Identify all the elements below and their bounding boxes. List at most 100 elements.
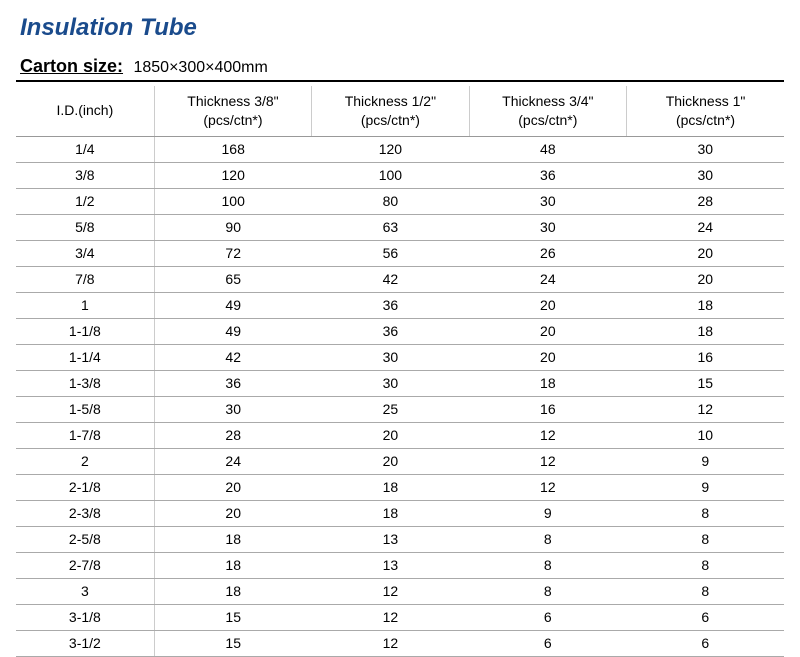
cell-value: 63 (312, 214, 469, 240)
table-row: 2-1/82018129 (16, 474, 784, 500)
cell-value: 10 (627, 422, 784, 448)
cell-value: 36 (312, 318, 469, 344)
cell-id: 2-3/8 (16, 500, 154, 526)
table-row: 2-7/8181388 (16, 552, 784, 578)
table-row: 22420129 (16, 448, 784, 474)
header-text: I.D.(inch) (56, 102, 113, 118)
cell-id: 2-7/8 (16, 552, 154, 578)
cell-value: 20 (627, 240, 784, 266)
cell-value: 6 (469, 604, 626, 630)
cell-value: 8 (627, 500, 784, 526)
table-header-row: I.D.(inch) Thickness 3/8" (pcs/ctn*) Thi… (16, 86, 784, 136)
table-row: 3-1/2151266 (16, 630, 784, 656)
cell-value: 6 (627, 630, 784, 656)
cell-value: 15 (154, 604, 311, 630)
cell-value: 36 (312, 292, 469, 318)
cell-value: 20 (469, 318, 626, 344)
header-text: Thickness 1/2" (345, 93, 436, 109)
cell-value: 42 (312, 266, 469, 292)
header-text: Thickness 1" (666, 93, 746, 109)
cell-value: 20 (154, 500, 311, 526)
table-row: 3181288 (16, 578, 784, 604)
cell-value: 48 (469, 136, 626, 162)
cell-value: 24 (154, 448, 311, 474)
cell-value: 80 (312, 188, 469, 214)
cell-value: 8 (469, 578, 626, 604)
table-header-thickness-1: Thickness 1" (pcs/ctn*) (627, 86, 784, 136)
cell-id: 1-7/8 (16, 422, 154, 448)
cell-value: 30 (469, 214, 626, 240)
cell-value: 36 (154, 370, 311, 396)
cell-value: 20 (627, 266, 784, 292)
cell-id: 1-1/4 (16, 344, 154, 370)
cell-id: 1/2 (16, 188, 154, 214)
cell-value: 20 (154, 474, 311, 500)
cell-value: 120 (154, 162, 311, 188)
header-subtext: (pcs/ctn*) (518, 112, 577, 128)
cell-value: 30 (469, 188, 626, 214)
cell-value: 15 (627, 370, 784, 396)
cell-id: 1 (16, 292, 154, 318)
cell-id: 1/4 (16, 136, 154, 162)
table-header-thickness-3-4: Thickness 3/4" (pcs/ctn*) (469, 86, 626, 136)
cell-value: 18 (312, 474, 469, 500)
cell-id: 2 (16, 448, 154, 474)
cell-value: 90 (154, 214, 311, 240)
cell-id: 2-1/8 (16, 474, 154, 500)
cell-value: 12 (312, 578, 469, 604)
cell-value: 12 (469, 448, 626, 474)
cell-value: 9 (469, 500, 626, 526)
cell-value: 12 (627, 396, 784, 422)
cell-value: 18 (312, 500, 469, 526)
cell-id: 1-1/8 (16, 318, 154, 344)
cell-value: 20 (469, 292, 626, 318)
table-header-thickness-3-8: Thickness 3/8" (pcs/ctn*) (154, 86, 311, 136)
cell-value: 100 (154, 188, 311, 214)
cell-value: 12 (312, 604, 469, 630)
cell-value: 56 (312, 240, 469, 266)
cell-value: 28 (154, 422, 311, 448)
cell-value: 8 (627, 578, 784, 604)
cell-id: 7/8 (16, 266, 154, 292)
cell-value: 20 (312, 448, 469, 474)
cell-value: 18 (154, 578, 311, 604)
cell-value: 9 (627, 474, 784, 500)
cell-value: 8 (469, 526, 626, 552)
cell-value: 12 (469, 474, 626, 500)
header-subtext: (pcs/ctn*) (676, 112, 735, 128)
cell-value: 6 (627, 604, 784, 630)
table-header-thickness-1-2: Thickness 1/2" (pcs/ctn*) (312, 86, 469, 136)
header-subtext: (pcs/ctn*) (203, 112, 262, 128)
table-row: 2-5/8181388 (16, 526, 784, 552)
header-text: Thickness 3/4" (502, 93, 593, 109)
table-row: 1/2100803028 (16, 188, 784, 214)
cell-value: 30 (312, 344, 469, 370)
cell-value: 15 (154, 630, 311, 656)
table-row: 1-1/849362018 (16, 318, 784, 344)
table-row: 1-5/830251612 (16, 396, 784, 422)
cell-id: 3/8 (16, 162, 154, 188)
cell-value: 28 (627, 188, 784, 214)
cell-value: 30 (154, 396, 311, 422)
cell-value: 16 (627, 344, 784, 370)
cell-value: 9 (627, 448, 784, 474)
cell-value: 20 (312, 422, 469, 448)
cell-value: 30 (627, 136, 784, 162)
cell-value: 6 (469, 630, 626, 656)
cell-value: 26 (469, 240, 626, 266)
cell-value: 168 (154, 136, 311, 162)
carton-size-row: Carton size: 1850×300×400mm (16, 56, 784, 82)
table-row: 2-3/8201898 (16, 500, 784, 526)
cell-value: 72 (154, 240, 311, 266)
cell-value: 8 (627, 552, 784, 578)
carton-size-label: Carton size: (20, 56, 123, 76)
cell-id: 3-1/2 (16, 630, 154, 656)
cell-value: 120 (312, 136, 469, 162)
cell-id: 1-5/8 (16, 396, 154, 422)
cell-value: 49 (154, 292, 311, 318)
cell-id: 3/4 (16, 240, 154, 266)
table-row: 1-1/442302016 (16, 344, 784, 370)
cell-id: 3 (16, 578, 154, 604)
cell-value: 18 (627, 292, 784, 318)
cell-value: 36 (469, 162, 626, 188)
